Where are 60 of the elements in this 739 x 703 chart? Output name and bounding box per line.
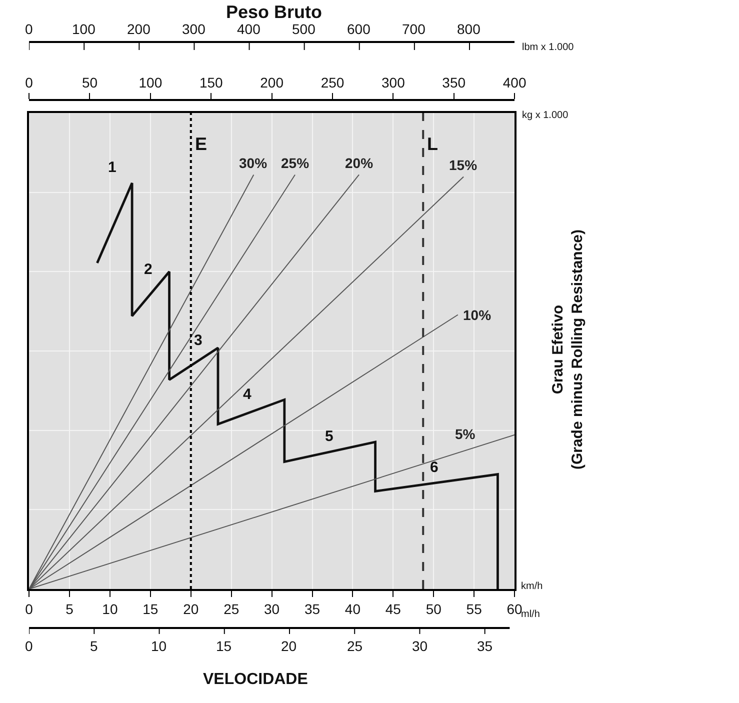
text: 300 (182, 21, 206, 37)
text: 500 (292, 21, 316, 37)
x-tick-label: 25 (224, 600, 240, 617)
text: 800 (457, 21, 481, 37)
text: 100 (72, 21, 96, 37)
text: 600 (347, 21, 371, 37)
x-tick-label: 55 (466, 600, 482, 617)
x2-tick-label: 400 (502, 74, 526, 90)
x-tick-label: 60 (506, 600, 523, 617)
x2-tick-label: 100 (138, 74, 162, 90)
x2-tick-label: 0 (25, 74, 34, 90)
text: ml/h (521, 609, 540, 620)
annotation: 5 (325, 428, 334, 445)
x-tick-label: 0 (25, 600, 34, 617)
series-label: 30% (239, 155, 268, 171)
x-tick-label: 30 (264, 600, 280, 617)
x-tick-label: 15 (142, 600, 158, 617)
y-axis-title: Grau Efetivo (Grade minus Rolling Resistance) (550, 229, 586, 470)
text: 35 (477, 638, 493, 654)
text: kg x 1.000 (522, 110, 569, 121)
series-label: 25% (281, 155, 310, 171)
ref-line-label: L (427, 134, 438, 154)
text: 400 (237, 21, 261, 37)
series-label: 15% (449, 157, 478, 173)
x2-tick-label: 250 (320, 74, 344, 90)
x2-tick-label: 300 (382, 74, 406, 90)
x-tick-label: 40 (344, 600, 361, 617)
text: 200 (127, 21, 151, 37)
text: 15 (216, 638, 232, 654)
text: 5 (90, 638, 98, 654)
ref-line-label: E (195, 134, 208, 154)
x-tick-label: 45 (385, 600, 402, 617)
x-tick-label: 20 (183, 600, 199, 617)
annotation: 6 (430, 459, 438, 476)
text: 0 (25, 638, 33, 654)
annotation: 4 (243, 386, 252, 403)
x-tick-label: 35 (304, 600, 320, 617)
text: km/h (521, 581, 543, 592)
x2-tick-label: 350 (442, 74, 466, 90)
x2-tick-label: 200 (260, 74, 284, 90)
text: 20 (281, 638, 297, 654)
chart-title: Peso Bruto (226, 2, 322, 22)
x-axis-title: VELOCIDADE (203, 671, 308, 688)
x2-tick-label: 50 (82, 74, 98, 90)
text: 10 (151, 638, 167, 654)
annotation: 1 (108, 159, 116, 176)
x-tick-label: 10 (102, 600, 118, 617)
x-tick-label: 5 (66, 600, 74, 617)
text: 700 (402, 21, 426, 37)
text: lbm x 1.000 (522, 42, 574, 53)
annotation: 3 (194, 332, 202, 349)
series-label: 20% (345, 155, 374, 171)
x-tick-label: 50 (426, 600, 442, 617)
text: 0 (25, 21, 33, 37)
annotation: 2 (144, 261, 152, 278)
text: 30 (412, 638, 428, 654)
series-label: 10% (463, 307, 492, 323)
text: 25 (347, 638, 363, 654)
x2-tick-label: 150 (199, 74, 224, 90)
series-label: 5% (455, 426, 476, 442)
